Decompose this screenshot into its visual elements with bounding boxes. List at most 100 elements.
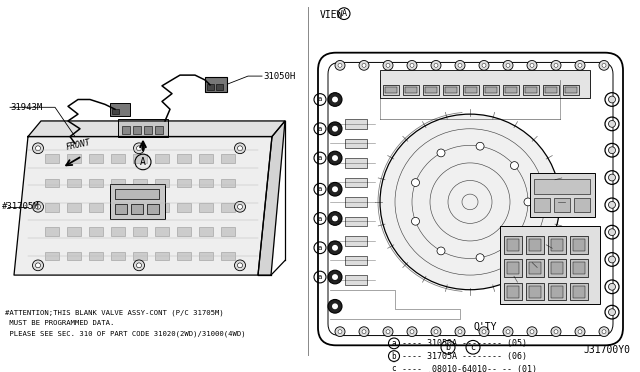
- Circle shape: [431, 61, 441, 70]
- Circle shape: [237, 204, 243, 209]
- Bar: [67, 154, 81, 163]
- Bar: [525, 87, 537, 93]
- Circle shape: [332, 304, 338, 309]
- Bar: [133, 179, 147, 187]
- Bar: [548, 260, 566, 277]
- Text: a: a: [318, 126, 322, 132]
- Text: b: b: [445, 343, 451, 352]
- Text: a: a: [318, 245, 322, 251]
- Bar: [529, 286, 541, 298]
- Bar: [216, 84, 223, 90]
- Bar: [110, 185, 165, 218]
- Bar: [133, 126, 141, 134]
- Bar: [529, 239, 541, 251]
- Bar: [505, 87, 517, 93]
- Circle shape: [35, 263, 40, 268]
- Text: 31943M: 31943M: [10, 103, 42, 112]
- Text: #ATTENTION;THIS BLANK VALVE ASSY-CONT (P/C 31705M): #ATTENTION;THIS BLANK VALVE ASSY-CONT (P…: [5, 309, 224, 316]
- Bar: [570, 283, 588, 301]
- Bar: [565, 87, 577, 93]
- Circle shape: [437, 149, 445, 157]
- Circle shape: [33, 143, 44, 154]
- Circle shape: [134, 260, 145, 271]
- Circle shape: [527, 61, 537, 70]
- Bar: [551, 286, 563, 298]
- Bar: [345, 256, 367, 265]
- Circle shape: [383, 61, 393, 70]
- Bar: [155, 252, 169, 260]
- Bar: [530, 173, 595, 217]
- Circle shape: [234, 260, 246, 271]
- Bar: [551, 239, 563, 251]
- Circle shape: [410, 330, 414, 334]
- Circle shape: [412, 217, 419, 225]
- Circle shape: [332, 155, 338, 161]
- Text: 31050H: 31050H: [263, 71, 295, 81]
- Bar: [383, 85, 399, 94]
- Bar: [221, 252, 235, 260]
- Text: PLEASE SEE SEC. 310 OF PART CODE 31020(2WD)/31000(4WD): PLEASE SEE SEC. 310 OF PART CODE 31020(2…: [5, 331, 246, 337]
- Bar: [543, 85, 559, 94]
- Bar: [177, 154, 191, 163]
- Circle shape: [609, 96, 616, 103]
- Text: c: c: [470, 343, 476, 352]
- Bar: [110, 103, 130, 116]
- Circle shape: [434, 63, 438, 67]
- Bar: [112, 109, 119, 114]
- Text: J31700Y0: J31700Y0: [583, 345, 630, 355]
- Bar: [177, 252, 191, 260]
- Text: ---- ¸08010-64010-- -- (01): ---- ¸08010-64010-- -- (01): [402, 364, 537, 372]
- Bar: [534, 179, 590, 194]
- Bar: [131, 204, 143, 214]
- Circle shape: [482, 330, 486, 334]
- Circle shape: [506, 63, 510, 67]
- Bar: [504, 283, 522, 301]
- Bar: [207, 84, 214, 90]
- Bar: [133, 203, 147, 212]
- Bar: [133, 227, 147, 236]
- Circle shape: [338, 330, 342, 334]
- Circle shape: [237, 263, 243, 268]
- Bar: [507, 262, 519, 274]
- Circle shape: [332, 245, 338, 251]
- Bar: [111, 203, 125, 212]
- Circle shape: [506, 330, 510, 334]
- Bar: [111, 179, 125, 187]
- Bar: [483, 85, 499, 94]
- Bar: [155, 154, 169, 163]
- Text: c: c: [392, 364, 396, 372]
- Circle shape: [434, 330, 438, 334]
- Bar: [523, 85, 539, 94]
- Bar: [111, 252, 125, 260]
- Bar: [345, 177, 367, 187]
- Circle shape: [503, 327, 513, 337]
- Circle shape: [599, 327, 609, 337]
- Circle shape: [338, 63, 342, 67]
- Circle shape: [578, 63, 582, 67]
- Bar: [465, 87, 477, 93]
- Circle shape: [479, 327, 489, 337]
- Circle shape: [458, 63, 462, 67]
- Bar: [155, 227, 169, 236]
- Bar: [147, 204, 159, 214]
- Circle shape: [407, 327, 417, 337]
- Text: FRONT: FRONT: [65, 138, 91, 152]
- Bar: [573, 239, 585, 251]
- Circle shape: [332, 216, 338, 221]
- Bar: [111, 154, 125, 163]
- Bar: [205, 77, 227, 92]
- Circle shape: [328, 122, 342, 135]
- Bar: [89, 227, 103, 236]
- Bar: [45, 179, 59, 187]
- Text: a: a: [392, 339, 396, 348]
- Circle shape: [407, 61, 417, 70]
- Bar: [67, 252, 81, 260]
- Bar: [463, 85, 479, 94]
- Bar: [177, 179, 191, 187]
- Bar: [199, 227, 213, 236]
- Circle shape: [503, 61, 513, 70]
- Bar: [89, 252, 103, 260]
- Bar: [485, 87, 497, 93]
- Text: b: b: [392, 352, 396, 360]
- Bar: [221, 203, 235, 212]
